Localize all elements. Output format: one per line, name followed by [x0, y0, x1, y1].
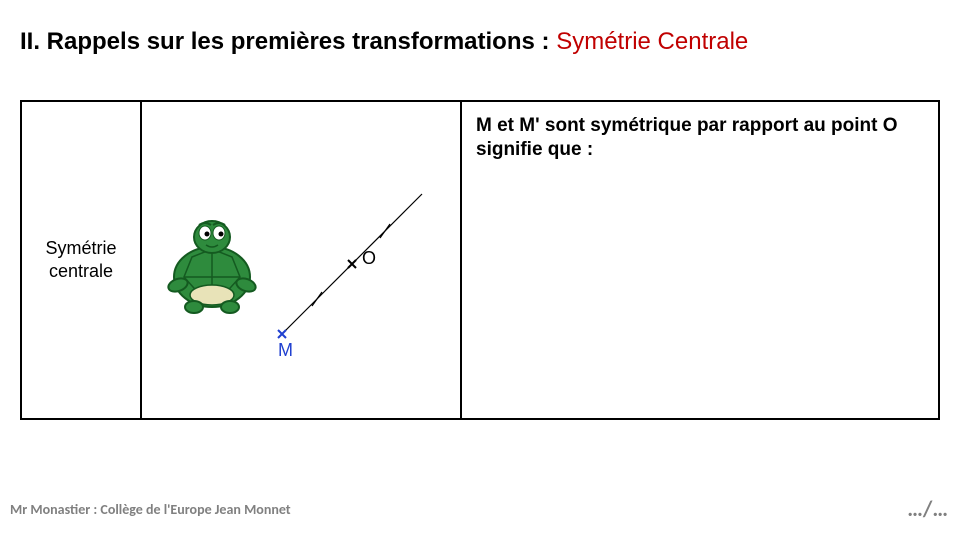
- heading-prefix: II. Rappels sur les premières transforma…: [20, 28, 556, 55]
- table-col-illustration: M O: [142, 102, 462, 418]
- label-o: O: [362, 248, 376, 268]
- turtle-icon: [167, 221, 258, 313]
- illustration-wrap: M O: [152, 172, 452, 362]
- symmetry-diagram: M O: [152, 172, 452, 362]
- table-col-label: Symétriecentrale: [22, 102, 142, 418]
- footer-page: …/…: [907, 495, 948, 522]
- label-m: M: [278, 340, 293, 360]
- section-heading: II. Rappels sur les premières transforma…: [20, 28, 748, 56]
- point-o: O: [348, 248, 376, 268]
- definition-text: M et M' sont symétrique par rapport au p…: [476, 114, 924, 162]
- heading-suffix: Symétrie Centrale: [556, 28, 748, 55]
- table-col-definition: M et M' sont symétrique par rapport au p…: [462, 102, 938, 418]
- footer-author: Mr Monastier : Collège de l'Europe Jean …: [10, 501, 291, 518]
- transformations-table: Symétriecentrale M: [20, 100, 940, 420]
- symmetry-type-label: Symétriecentrale: [45, 237, 116, 284]
- point-m: M: [278, 330, 293, 360]
